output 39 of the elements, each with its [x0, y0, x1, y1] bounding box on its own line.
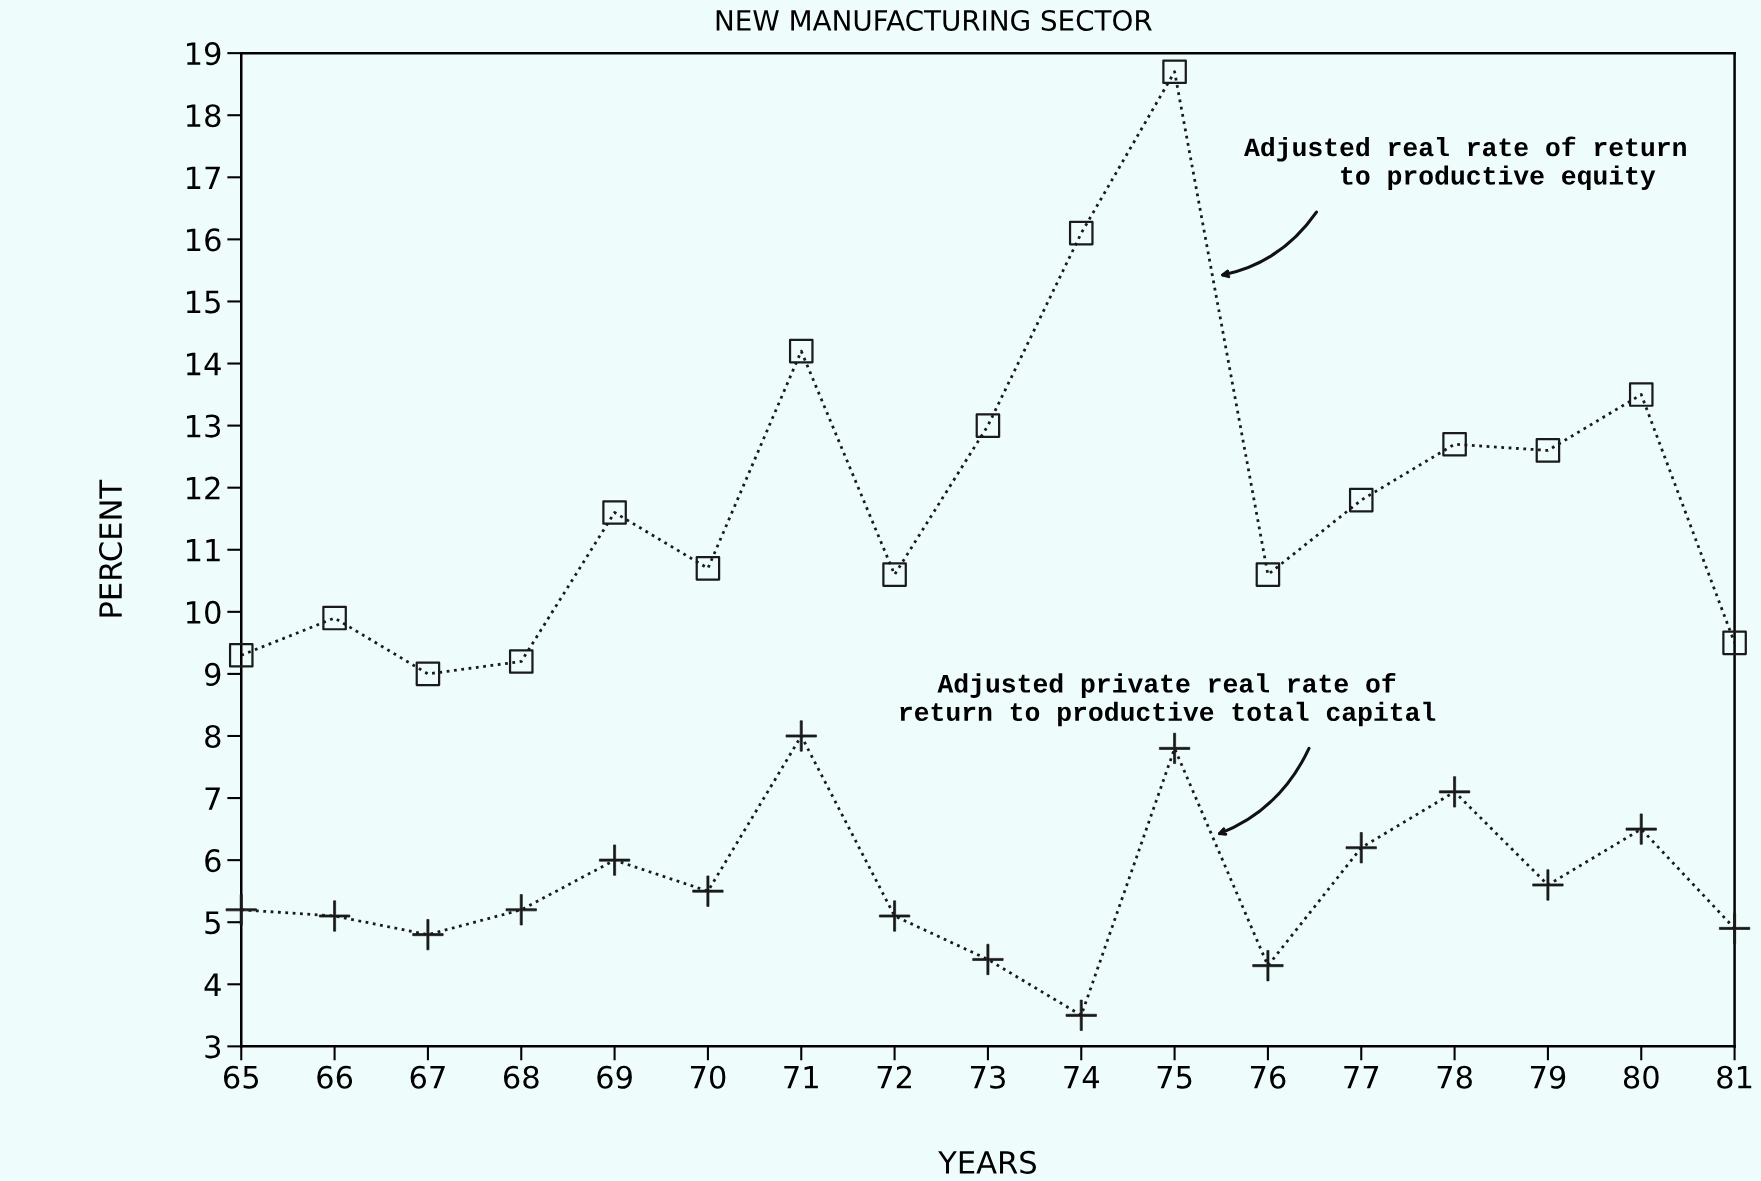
y-tick-label: 15 [186, 290, 220, 314]
x-tick-label: 75 [1157, 1066, 1192, 1089]
annotation: Adjusted real rate of return to productive equity [1244, 136, 1686, 190]
y-tick-label: 7 [205, 787, 220, 810]
x-tick-label: 81 [1717, 1065, 1752, 1089]
y-tick-label: 10 [186, 600, 221, 624]
y-tick-label: 16 [186, 228, 221, 252]
x-tick-label: 69 [597, 1065, 632, 1089]
y-tick-label: 11 [186, 539, 220, 562]
y-tick-label: 14 [186, 352, 221, 376]
x-tick-label: 68 [503, 1065, 539, 1089]
x-tick-label: 80 [1623, 1065, 1659, 1089]
x-tick-label: 66 [317, 1065, 353, 1089]
x-tick-label: 78 [1437, 1065, 1472, 1089]
y-tick-label: 5 [205, 911, 220, 935]
y-tick-label: 19 [186, 42, 221, 66]
y-tick-label: 18 [186, 104, 221, 128]
x-tick-label: 71 [784, 1066, 818, 1089]
y-axis-title: PERCENT [99, 479, 123, 617]
y-tick-label: 12 [186, 476, 220, 500]
x-tick-label: 79 [1530, 1065, 1566, 1089]
x-tick-label: 74 [1064, 1066, 1099, 1089]
y-tick-label: 8 [205, 724, 221, 749]
x-tick-label: 73 [970, 1065, 1005, 1089]
y-tick-label: 17 [186, 166, 220, 189]
x-tick-label: 67 [410, 1065, 445, 1089]
x-tick-label: 72 [877, 1065, 911, 1089]
y-tick-label: 9 [204, 662, 221, 686]
x-tick-label: 77 [1344, 1066, 1379, 1089]
annotation: Adjusted private real rate of return to productive total capital [900, 672, 1436, 727]
y-tick-label: 13 [186, 414, 221, 438]
x-axis-title: YEARS [938, 1150, 1036, 1174]
chart-title: NEW MANUFACTURING SECTOR [716, 9, 1152, 31]
y-tick-label: 3 [205, 1035, 221, 1059]
x-tick-label: 65 [223, 1065, 259, 1089]
x-tick-label: 70 [690, 1065, 726, 1089]
y-tick-label: 4 [204, 973, 221, 996]
x-tick-label: 76 [1250, 1065, 1286, 1089]
y-tick-label: 6 [205, 849, 221, 873]
